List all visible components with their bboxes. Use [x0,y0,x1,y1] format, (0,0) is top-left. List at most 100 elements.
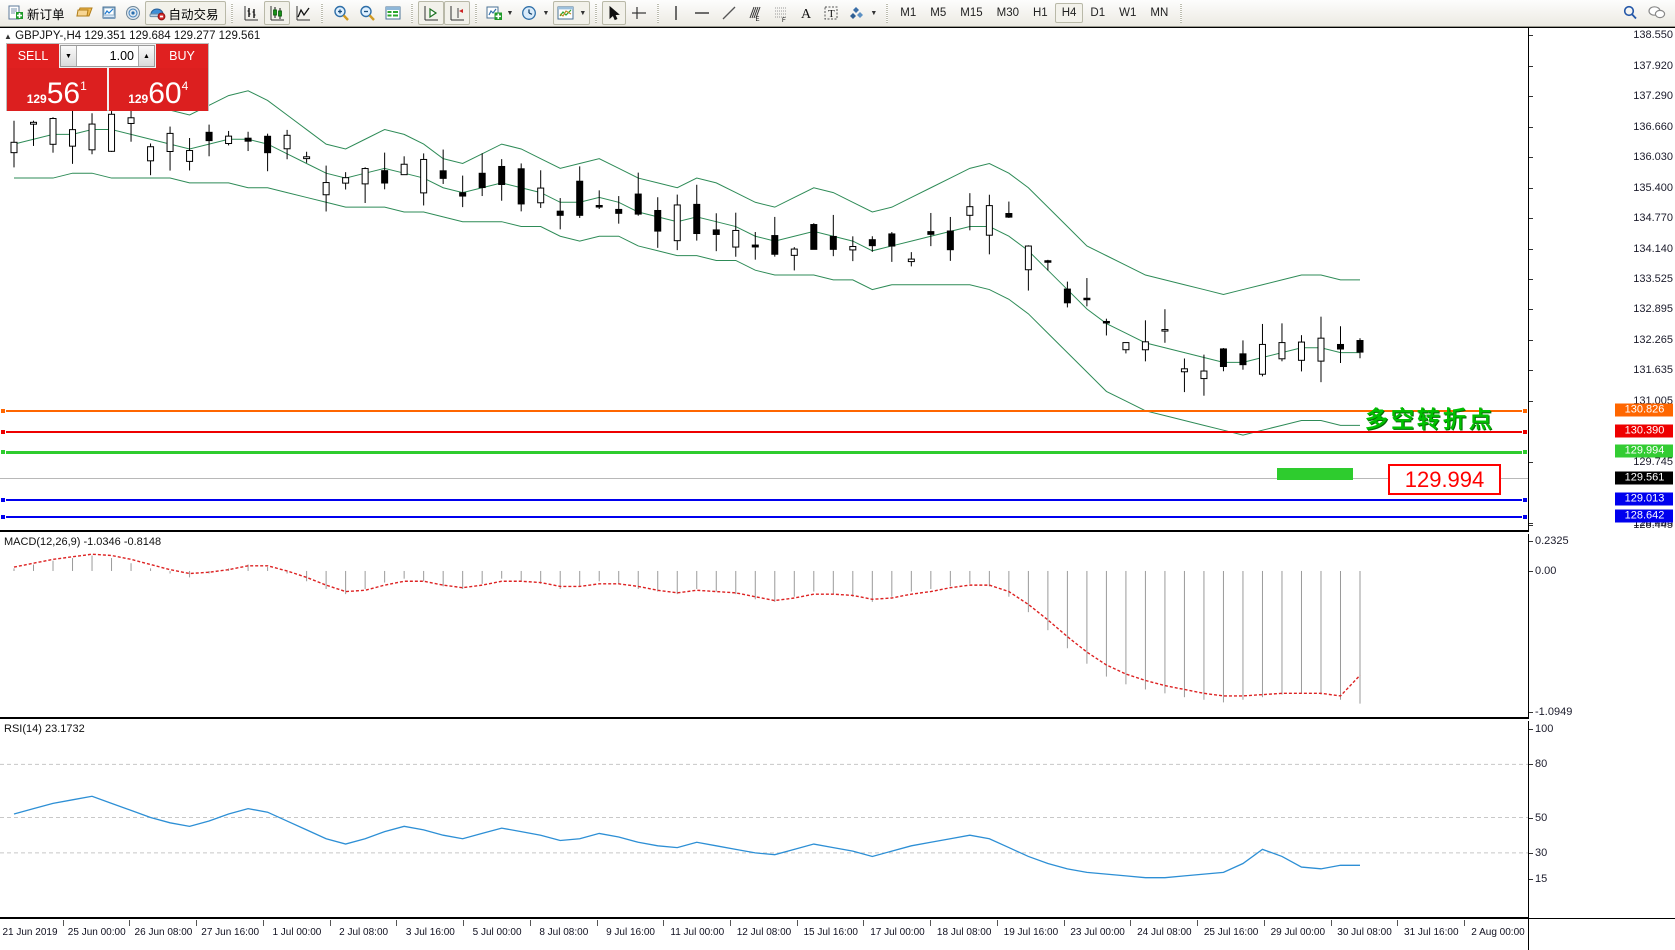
candlestick-button[interactable] [263,1,290,25]
charts-button[interactable] [72,1,97,25]
zoom-in-button[interactable] [328,1,354,25]
candle-body [1083,297,1091,301]
trendline-button[interactable] [716,1,742,25]
timeframe-mn[interactable]: MN [1150,7,1169,19]
candle-body [186,150,194,162]
candle-body [732,229,740,248]
one-click-trade-panel[interactable]: SELL ▼ 1.00 ▲ BUY 129 56 1 129 60 4 [6,43,209,111]
chart-shift-button[interactable] [443,1,470,25]
sell-button[interactable]: SELL [7,44,59,68]
timeframe-w1[interactable]: W1 [1119,7,1137,19]
volume-dropdown-icon[interactable]: ▼ [61,46,77,66]
timeframe-h4[interactable]: H4 [1054,3,1084,23]
support-tag-1[interactable]: 129.013 [1615,492,1673,506]
candle-body [400,163,408,176]
symbol-header: ▲ GBPJPY-,H4 129.351 129.684 129.277 129… [4,30,260,42]
periods-button[interactable]: ▼ [517,1,553,25]
profiles-button[interactable] [97,1,121,25]
indicators-caret-icon[interactable]: ▼ [506,9,514,17]
data-window-button[interactable] [380,1,406,25]
shapes-caret-icon[interactable]: ▼ [870,9,878,17]
zoom-out-button[interactable] [354,1,380,25]
timeframe-m5[interactable]: M5 [930,7,947,19]
line-chart-button[interactable] [290,1,316,25]
line-chart-icon [296,6,310,21]
candle-body [147,146,155,162]
bid-tag[interactable]: 129.561 [1615,471,1673,485]
chat-icon [1648,6,1666,19]
resistance-tag-2[interactable]: 130.390 [1615,424,1673,438]
time-axis-label: 8 Jul 08:00 [539,927,589,938]
rsi-tickmark [1529,764,1533,766]
candle-body [1180,368,1188,373]
rsi-tick: 30 [1535,846,1548,859]
vertical-line-icon [675,6,677,20]
toolbar-separator-5 [595,3,598,23]
time-axis-label: 29 Jul 00:00 [1270,927,1326,938]
support-tag-2[interactable]: 128.642 [1615,509,1673,523]
time-axis-label: 24 Jul 08:00 [1137,927,1192,938]
timeframe-h1[interactable]: H1 [1033,7,1048,19]
time-axis[interactable]: 21 Jun 2019 25 Jun 00:00 26 Jun 08:00 27 Ju… [0,918,1528,950]
text-button[interactable]: A [794,1,818,25]
rsi-scale[interactable]: 100 80 50 30 15 [1528,721,1675,918]
auto-scroll-button[interactable] [417,1,444,25]
time-axis-separator [463,920,465,926]
macd-pane[interactable]: MACD(12,26,9) -1.0346 -0.8148 [0,534,1528,719]
trendline-icon [722,6,736,20]
rsi-pane[interactable]: RSI(14) 23.1732 [0,721,1528,918]
candle-body [244,137,252,142]
templates-button[interactable]: ▼ [553,1,591,25]
volume-value[interactable]: 1.00 [109,49,134,63]
zoom-out-icon [359,5,375,21]
elliott-wave-button[interactable]: E [742,1,768,25]
timeframe-m1[interactable]: M1 [900,7,917,19]
time-axis-separator [1130,920,1132,926]
bar-chart-button[interactable] [238,1,264,25]
buy-button[interactable]: BUY [156,44,208,68]
sell-price-cell[interactable]: 129 56 1 [7,68,107,111]
timeframe-m15[interactable]: M15 [960,7,983,19]
time-axis-label: 31 Jul 16:00 [1404,927,1459,938]
templates-caret-icon[interactable]: ▼ [579,9,587,17]
bollinger-bands [13,80,1360,436]
horizontal-line-button[interactable] [688,1,716,25]
macd-scale[interactable]: 0.2325 0.00 -1.0949 [1528,534,1675,719]
time-axis-separator [1263,920,1265,926]
cursor-button[interactable] [602,1,627,25]
volume-up-icon[interactable]: ▲ [138,46,154,66]
new-order-button[interactable]: 新订单 [4,1,72,25]
price-tick: 134.140 [1633,242,1673,255]
resistance-tag-1[interactable]: 130.826 [1615,403,1673,417]
buy-price-cell[interactable]: 129 60 4 [108,68,208,111]
vertical-line-button[interactable] [664,1,688,25]
chart-window[interactable]: ▲ GBPJPY-,H4 129.351 129.684 129.277 129… [0,27,1675,950]
autotrade-icon [149,8,165,21]
collapse-icon[interactable]: ▲ [4,32,12,41]
price-scale[interactable]: 138.550 137.920 137.290 136.660 136.030 135.4… [1528,28,1675,532]
timeframe-m30[interactable]: M30 [996,7,1019,19]
oct-top-row: SELL ▼ 1.00 ▲ BUY [7,44,208,68]
market-watch-button[interactable] [121,1,145,25]
price-pane[interactable] [0,28,1528,532]
periods-caret-icon[interactable]: ▼ [542,9,550,17]
chat-button[interactable] [1643,1,1671,25]
time-axis-separator [863,920,865,926]
clock-icon [522,6,537,20]
timeframe-d1[interactable]: D1 [1090,7,1106,19]
pivot-tag[interactable]: 129.994 [1615,444,1673,458]
autotrading-button[interactable]: 自动交易 [144,1,226,25]
volume-input[interactable]: ▼ 1.00 ▲ [60,45,155,67]
indicators-button[interactable]: ▼ [482,1,518,25]
crosshair-button[interactable] [626,1,652,25]
time-axis-label: 3 Jul 16:00 [405,927,455,938]
time-axis-separator [996,920,998,926]
fibonacci-button[interactable]: F [768,1,794,25]
bar-chart-icon [244,6,258,21]
shapes-button[interactable]: ▼ [844,1,881,25]
text-label-button[interactable]: T [818,1,844,25]
candle-body [1005,213,1013,218]
search-button[interactable] [1617,1,1643,25]
fibonacci-icon: F [775,7,787,22]
time-axis-separator [730,920,731,926]
